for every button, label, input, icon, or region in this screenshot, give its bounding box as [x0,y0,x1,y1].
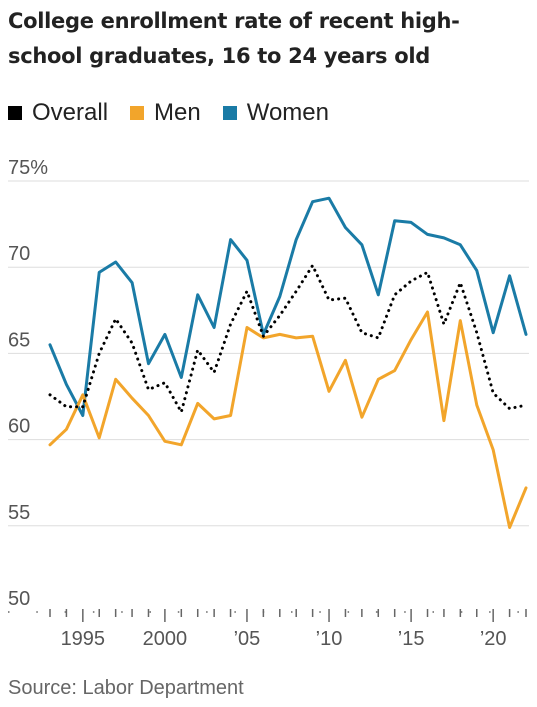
series-lines [48,196,528,529]
legend-item-overall: Overall [8,99,108,127]
legend-item-women: Women [222,99,329,127]
legend: Overall Men Women [8,98,351,128]
source-note: Source: Labor Department [8,677,244,699]
series-line-men [48,310,528,529]
y-axis-labels: 50 55 60 65 70 75% [8,157,48,610]
legend-swatch-overall [8,106,22,120]
x-tick-label-2015: ’15 [398,628,425,650]
gridlines [8,180,529,613]
series-line-overall [48,264,528,414]
y-tick-label-75: 75% [8,157,48,179]
y-tick-label-65: 65 [8,329,30,351]
legend-item-men: Men [130,99,201,127]
chart-title: College enrollment rate of recent high-s… [8,9,460,68]
x-axis: 1995 2000 ’05 ’10 ’15 ’20 [49,609,527,650]
y-tick-label-70: 70 [8,243,30,265]
legend-swatch-women [222,106,237,120]
x-tick-label-2000: 2000 [143,628,188,650]
series-line-women [48,196,528,417]
y-tick-label-60: 60 [8,416,30,438]
x-tick-label-1995: 1995 [61,628,106,650]
x-tick-label-2010: ’10 [316,628,343,650]
line-chart: 50 55 60 65 70 75% 1995 2000 ’05 ’10 ’15 ’20 [8,157,529,650]
y-tick-label-50: 50 [8,588,30,610]
legend-swatch-men [130,106,145,120]
legend-label-overall: Overall [32,99,109,126]
legend-label-men: Men [154,99,201,126]
y-tick-label-55: 55 [8,502,30,524]
x-tick-label-2020: ’20 [480,628,507,650]
x-tick-label-2005: ’05 [234,628,261,650]
legend-label-women: Women [246,99,329,126]
